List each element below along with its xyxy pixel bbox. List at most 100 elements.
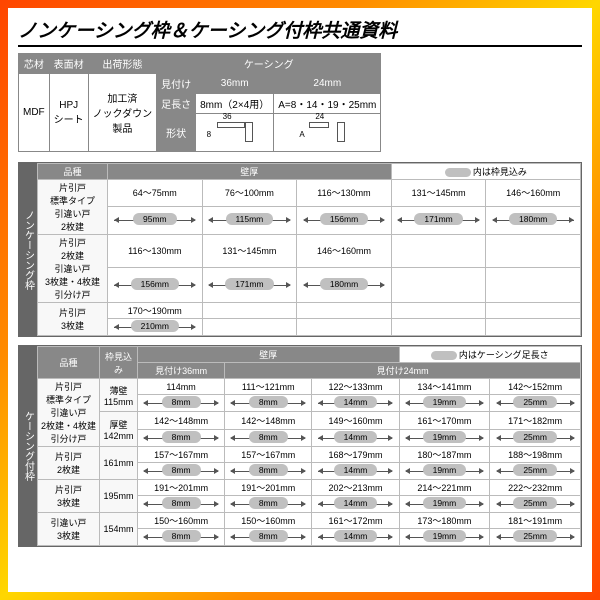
dimension-arrow: 180mm — [299, 278, 389, 292]
pill-cell: 8mm — [138, 430, 225, 447]
range-cell: 142～152mm — [490, 379, 581, 395]
range-cell: 191～201mm — [138, 480, 225, 496]
range-cell: 122～133mm — [312, 379, 399, 395]
range-cell: 181～191mm — [490, 513, 581, 529]
mikomi-cell: 薄壁115mm — [100, 379, 138, 412]
dimension-arrow: 180mm — [488, 213, 578, 227]
shape-cell: 36 8 — [196, 114, 274, 152]
col-header: 壁厚 — [138, 347, 400, 363]
pill-cell: 180mm — [297, 267, 392, 302]
range-cell: 146～160mm — [297, 235, 392, 268]
dimension-arrow: 14mm — [314, 431, 396, 445]
pill-cell: 25mm — [490, 430, 581, 447]
dimension-arrow: 19mm — [402, 431, 488, 445]
section-casing: ケーシング付枠 品種 枠見込み 壁厚 内はケーシング足長さ 見付け36mm 見付… — [18, 345, 582, 547]
cell: MDF — [19, 74, 50, 152]
row-label: 片引戸標準タイプ引違い戸2枚建 — [38, 180, 108, 235]
col-header: 枠見込み — [100, 347, 138, 379]
shape-cell: 24 A — [274, 114, 381, 152]
dimension-arrow: 19mm — [402, 530, 488, 544]
dimension-arrow: 171mm — [205, 278, 295, 292]
pill-cell: 14mm — [312, 496, 399, 513]
range-cell — [391, 235, 486, 268]
pill-cell: 14mm — [312, 395, 399, 412]
legend-cell: 内は枠見込み — [391, 164, 580, 180]
range-cell: 191～201mm — [225, 480, 312, 496]
dimension-arrow: 8mm — [227, 431, 309, 445]
pill-cell: 8mm — [225, 496, 312, 513]
range-cell: 131～145mm — [391, 180, 486, 207]
pill-cell: 171mm — [202, 267, 297, 302]
pill-cell: 8mm — [138, 395, 225, 412]
range-cell: 188～198mm — [490, 447, 581, 463]
dim-label: 8 — [207, 130, 211, 139]
pill-cell: 180mm — [486, 206, 581, 234]
range-cell: 168～179mm — [312, 447, 399, 463]
dimension-arrow: 8mm — [140, 396, 222, 410]
pill-cell: 14mm — [312, 430, 399, 447]
row-label: 引違い戸3枚建 — [38, 513, 100, 546]
row-label: 片引戸標準タイプ引違い戸2枚建・4枚建引分け戸 — [38, 379, 100, 447]
pill-cell: 8mm — [138, 463, 225, 480]
range-cell: 134～141mm — [399, 379, 490, 395]
cell: 24mm — [274, 74, 381, 94]
pill-cell — [391, 267, 486, 302]
range-cell: 64～75mm — [108, 180, 203, 207]
range-cell: 76～100mm — [202, 180, 297, 207]
legend-swatch — [431, 351, 457, 360]
range-cell — [486, 303, 581, 319]
pill-cell: 210mm — [108, 319, 203, 336]
mikomi-cell: 154mm — [100, 513, 138, 546]
dimension-arrow: 14mm — [314, 530, 396, 544]
dimension-arrow: 8mm — [227, 396, 309, 410]
dimension-arrow: 8mm — [140, 530, 222, 544]
legend-cell: 内はケーシング足長さ — [399, 347, 580, 363]
dimension-arrow: 19mm — [402, 396, 488, 410]
dimension-arrow: 25mm — [492, 464, 578, 478]
pill-cell: 8mm — [225, 430, 312, 447]
cell: 8mm（2×4用） — [196, 94, 274, 114]
row-label: 片引戸3枚建 — [38, 480, 100, 513]
pill-cell: 25mm — [490, 395, 581, 412]
pill-cell: 19mm — [399, 463, 490, 480]
col-header: 品種 — [38, 164, 108, 180]
section-label: ノンケーシング枠 — [19, 163, 37, 336]
dimension-arrow: 210mm — [110, 320, 200, 334]
dimension-arrow: 8mm — [227, 464, 309, 478]
pill-cell: 8mm — [225, 529, 312, 546]
pill-cell: 8mm — [138, 529, 225, 546]
dimension-arrow: 156mm — [110, 278, 200, 292]
dimension-arrow: 8mm — [140, 431, 222, 445]
pill-cell: 19mm — [399, 430, 490, 447]
range-cell: 116～130mm — [108, 235, 203, 268]
dim-label: A — [299, 130, 304, 139]
dimension-arrow: 25mm — [492, 530, 578, 544]
dimension-arrow: 19mm — [402, 497, 488, 511]
dimension-arrow: 25mm — [492, 431, 578, 445]
th: 出荷形態 — [88, 54, 156, 74]
range-cell: 214～221mm — [399, 480, 490, 496]
range-cell: 146～160mm — [486, 180, 581, 207]
cell: A=8・14・19・25mm — [274, 94, 381, 114]
dimension-arrow: 25mm — [492, 497, 578, 511]
range-cell — [202, 303, 297, 319]
range-cell: 142～148mm — [138, 412, 225, 430]
range-cell: 170～190mm — [108, 303, 203, 319]
dimension-arrow: 171mm — [394, 213, 484, 227]
cell: 加工済 ノックダウン 製品 — [88, 74, 156, 152]
pill-cell: 19mm — [399, 496, 490, 513]
row-label: 片引戸2枚建引違い戸3枚建・4枚建引分け戸 — [38, 235, 108, 303]
range-cell: 222～232mm — [490, 480, 581, 496]
pill-cell: 95mm — [108, 206, 203, 234]
pill-cell: 171mm — [391, 206, 486, 234]
range-cell: 142～148mm — [225, 412, 312, 430]
range-cell: 111～121mm — [225, 379, 312, 395]
sub-header: 見付け36mm — [138, 363, 225, 379]
range-cell — [391, 303, 486, 319]
dimension-arrow: 14mm — [314, 396, 396, 410]
pill-cell: 14mm — [312, 529, 399, 546]
row-label: 片引戸3枚建 — [38, 303, 108, 336]
page-title: ノンケーシング枠＆ケーシング付枠共通資料 — [18, 16, 582, 47]
pill-cell: 25mm — [490, 496, 581, 513]
legend-swatch — [445, 168, 471, 177]
